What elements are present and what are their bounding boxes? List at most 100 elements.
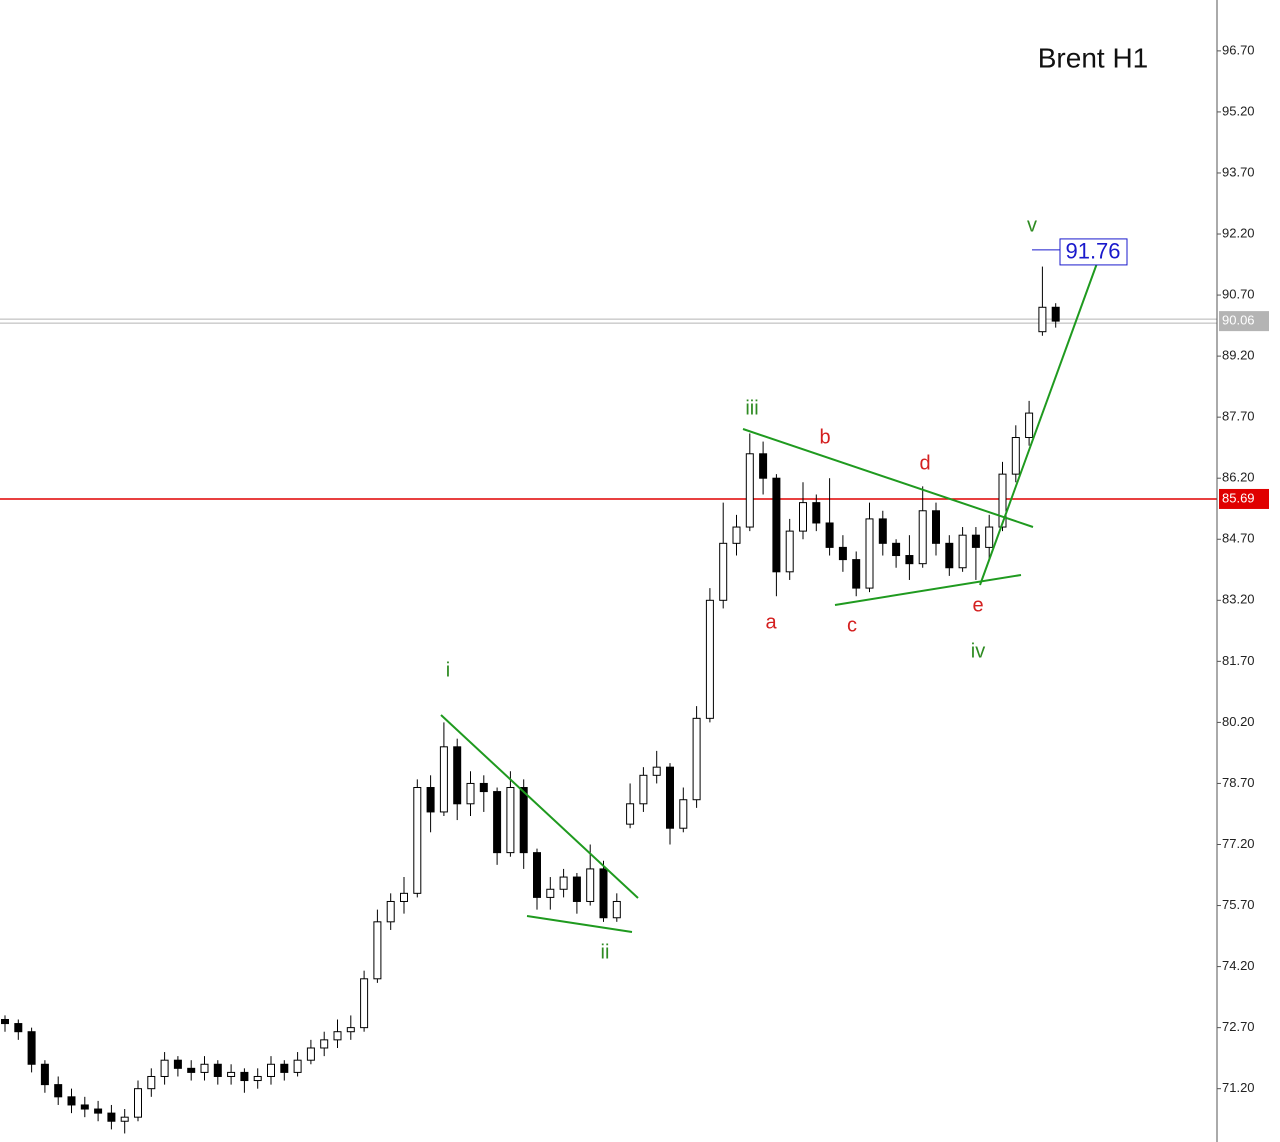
y-tick-label: 83.20 (1222, 592, 1255, 607)
candle-body (14, 1023, 23, 1033)
trend-line (526, 915, 633, 933)
candle-body (586, 868, 595, 902)
candle-body (772, 477, 781, 573)
candle-body (173, 1059, 182, 1069)
candle-body (546, 888, 555, 898)
y-tick-label: 87.70 (1222, 409, 1255, 424)
candle-body (506, 787, 515, 854)
y-tick-label: 96.70 (1222, 42, 1255, 57)
trend-line (834, 574, 1022, 606)
price-label-box (1219, 488, 1269, 509)
candle-body (612, 900, 621, 919)
candle-body (692, 717, 701, 801)
candle-body (200, 1063, 209, 1073)
candle-body (666, 766, 674, 829)
wave-label: d (919, 452, 930, 474)
candle-body (253, 1075, 262, 1082)
candle-body (838, 546, 847, 561)
candle-body (519, 787, 528, 854)
candle-body (479, 782, 488, 793)
candle-body (54, 1084, 63, 1098)
candle-body (94, 1108, 103, 1114)
chart-title: Brent H1 (1038, 42, 1149, 73)
candle-body (533, 852, 541, 898)
candle-body (905, 555, 914, 565)
y-tick-label: 74.20 (1222, 958, 1255, 973)
y-tick-label: 71.20 (1222, 1080, 1255, 1095)
candle-body (80, 1104, 89, 1110)
candle-body (572, 876, 581, 902)
candle-body (346, 1027, 355, 1033)
candle-body (1038, 306, 1047, 333)
candle-body (958, 534, 967, 569)
candle-body (333, 1031, 342, 1041)
candle-body (134, 1088, 142, 1118)
candle-body (918, 510, 927, 565)
candle-body (719, 542, 728, 601)
y-tick-label: 89.20 (1222, 348, 1255, 363)
candle-body (453, 746, 462, 805)
wave-label: i (446, 659, 450, 681)
candle-body (400, 892, 408, 902)
candle-body (306, 1047, 315, 1061)
candle-body (626, 803, 635, 825)
candle-body (293, 1059, 302, 1073)
candle-body (1011, 437, 1020, 475)
wave-label: iii (745, 397, 758, 419)
candle-body (639, 774, 648, 805)
candle-body (1051, 306, 1060, 322)
wave-label: ii (601, 941, 610, 963)
wave-label: v (1027, 214, 1037, 236)
trend-line (440, 714, 639, 899)
candle-body (865, 518, 874, 589)
candle-body (386, 900, 395, 923)
candle-body (67, 1096, 76, 1106)
candle-body (1, 1018, 9, 1025)
trend-line (979, 254, 1101, 586)
candle-body (985, 526, 994, 548)
y-tick-label: 75.70 (1222, 897, 1255, 912)
candle-body (40, 1063, 49, 1086)
candle-body (652, 766, 661, 776)
candle-body (493, 791, 502, 854)
price-label-box (1219, 311, 1269, 332)
candle-body (160, 1059, 169, 1077)
candle-body (932, 510, 940, 544)
candle-body (812, 502, 821, 524)
candle-body (878, 518, 887, 544)
target-label: 91.76 (1065, 239, 1120, 264)
candle-body (852, 559, 861, 589)
candle-body (679, 799, 688, 829)
y-tick-label: 93.70 (1222, 164, 1255, 179)
y-tick-label: 80.20 (1222, 714, 1255, 729)
candle-body (107, 1112, 116, 1122)
y-tick-label: 95.20 (1222, 103, 1255, 118)
wave-label: iv (971, 640, 985, 662)
candle-body (466, 782, 475, 805)
candle-body (147, 1075, 156, 1090)
candle-body (785, 530, 794, 573)
candle-body (413, 787, 422, 894)
candle-body (426, 787, 435, 813)
y-tick-label: 81.70 (1222, 653, 1255, 668)
candle-body (892, 542, 901, 557)
y-tick-label: 72.70 (1222, 1019, 1255, 1034)
candle-body (439, 746, 448, 813)
candle-body (799, 502, 807, 532)
candle-body (320, 1039, 329, 1049)
candle-body (280, 1063, 289, 1073)
candle-body (120, 1116, 129, 1122)
wave-label: c (847, 614, 857, 636)
candle-body (360, 978, 369, 1029)
candle-body (825, 522, 834, 548)
candle-body (373, 921, 382, 980)
candle-body (998, 473, 1007, 528)
candle-body (187, 1067, 196, 1073)
candle-body (705, 599, 714, 719)
candle-body (559, 876, 568, 890)
target-box (1059, 238, 1128, 266)
candle-body (227, 1071, 236, 1077)
candle-body (240, 1071, 249, 1082)
wave-label: a (765, 611, 777, 633)
